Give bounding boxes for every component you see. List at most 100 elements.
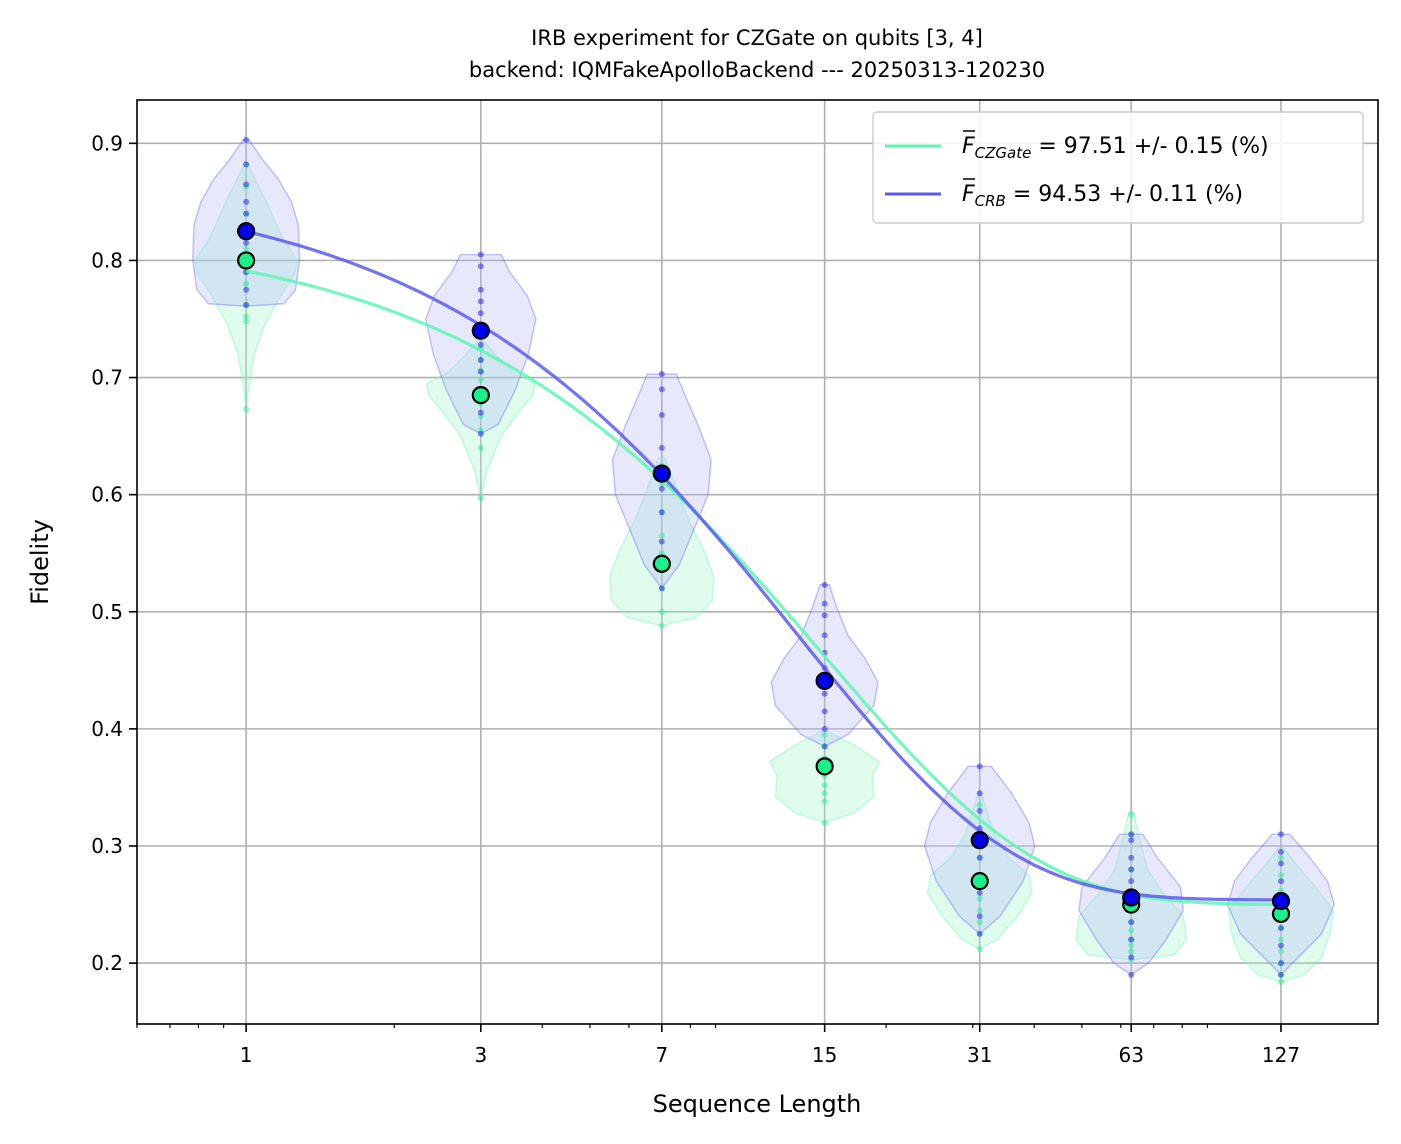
sample-point-crb <box>658 412 665 419</box>
x-tick-label: 1 <box>240 1043 253 1067</box>
sample-point-crb <box>1277 924 1284 931</box>
x-tick-label: 63 <box>1118 1043 1143 1067</box>
sample-point-crb <box>1128 854 1135 861</box>
sample-point-crb <box>821 581 828 588</box>
sample-point-crb <box>1128 831 1135 838</box>
sample-point-crb <box>658 538 665 545</box>
sample-point-crb <box>821 612 828 619</box>
y-tick-label: 0.4 <box>91 717 123 741</box>
sample-point-crb <box>976 913 983 920</box>
sample-point-czgate <box>1277 936 1284 943</box>
mean-markers <box>237 222 1291 924</box>
sample-point-crb <box>477 430 484 437</box>
sample-point-czgate <box>658 622 665 629</box>
sample-point-crb <box>1277 942 1284 949</box>
mean-marker-czgate <box>815 757 834 776</box>
mean-marker-crb <box>237 222 256 241</box>
sample-point-crb <box>821 690 828 697</box>
sample-point-czgate <box>821 782 828 789</box>
legend-value-crb: = 94.53 +/- 0.11 (%) <box>1006 182 1243 207</box>
sample-point-czgate <box>1128 811 1135 818</box>
sample-point-czgate <box>821 798 828 805</box>
sample-point-crb <box>1128 878 1135 885</box>
sample-point-crb <box>477 298 484 305</box>
sample-point-crb <box>477 409 484 416</box>
sample-point-czgate <box>243 245 250 252</box>
sample-point-crb <box>1277 831 1284 838</box>
sample-point-czgate <box>821 790 828 797</box>
chart-subtitle: backend: IQMFakeApolloBackend --- 202503… <box>469 58 1045 82</box>
x-axis-label: Sequence Length <box>653 1090 862 1118</box>
sample-point-czgate <box>658 532 665 539</box>
sample-point-czgate <box>976 907 983 914</box>
sample-point-crb <box>243 239 250 246</box>
sample-point-crb <box>243 286 250 293</box>
sample-point-crb <box>976 807 983 814</box>
mean-marker-crb <box>471 321 490 340</box>
mean-marker-czgate <box>970 872 989 891</box>
sample-point-crb <box>821 725 828 732</box>
sample-point-czgate <box>477 444 484 451</box>
sample-point-crb <box>477 356 484 363</box>
sample-point-czgate <box>243 313 250 320</box>
y-tick-label: 0.3 <box>91 834 123 858</box>
legend-entry-czgate: FCZGate = 97.51 +/- 0.15 (%) <box>962 134 1269 162</box>
sample-point-crb <box>658 509 665 516</box>
mean-marker-czgate <box>237 251 256 270</box>
mean-marker-crb <box>1122 888 1141 907</box>
x-tick-label: 7 <box>655 1043 668 1067</box>
sample-point-czgate <box>976 919 983 926</box>
sample-point-czgate <box>1277 978 1284 985</box>
y-tick-label: 0.5 <box>91 600 123 624</box>
sample-point-crb <box>976 930 983 937</box>
legend: FCZGate = 97.51 +/- 0.15 (%) FCRB = 94.5… <box>872 111 1364 224</box>
sample-point-crb <box>477 263 484 270</box>
sample-point-crb <box>243 161 250 168</box>
sample-point-crb <box>658 444 665 451</box>
sample-point-crb <box>1128 837 1135 844</box>
legend-box <box>872 111 1364 224</box>
mean-marker-crb <box>1271 891 1291 911</box>
mean-marker-czgate <box>652 554 671 573</box>
x-tick-label: 31 <box>967 1043 992 1067</box>
sample-point-czgate <box>1277 854 1284 861</box>
legend-subscript-crb: CRB <box>975 192 1006 210</box>
sample-point-czgate <box>1277 872 1284 879</box>
sample-point-czgate <box>976 946 983 953</box>
sample-point-crb <box>1128 866 1135 873</box>
sample-point-czgate <box>1128 948 1135 955</box>
legend-value-czgate: = 97.51 +/- 0.15 (%) <box>1031 134 1268 159</box>
y-tick-label: 0.9 <box>91 131 123 155</box>
grid-lines <box>137 100 1378 1024</box>
sample-point-czgate <box>658 550 665 557</box>
y-axis: 0.2 0.3 0.4 0.5 0.6 0.7 0.8 0.9 <box>91 131 137 975</box>
sample-point-crb <box>976 790 983 797</box>
sample-point-czgate <box>477 495 484 502</box>
sample-point-crb <box>477 251 484 258</box>
sample-point-crb <box>1277 960 1284 967</box>
legend-subscript-czgate: CZGate <box>975 144 1032 162</box>
mean-marker-crb <box>970 831 989 850</box>
sample-point-crb <box>1128 971 1135 978</box>
x-tick-label: 127 <box>1262 1043 1300 1067</box>
sample-point-crb <box>1128 936 1135 943</box>
y-axis-label: Fidelity <box>26 519 54 605</box>
sample-point-czgate <box>243 406 250 413</box>
sample-point-crb <box>477 341 484 348</box>
sample-point-crb <box>821 600 828 607</box>
legend-symbol-crb: F <box>962 182 975 207</box>
sample-point-czgate <box>1277 887 1284 894</box>
plot-frame <box>136 99 1379 1025</box>
sample-point-crb <box>1277 971 1284 978</box>
sample-point-crb <box>477 286 484 293</box>
legend-entry-crb: FCRB = 94.53 +/- 0.11 (%) <box>962 182 1243 210</box>
sample-point-crb <box>1128 919 1135 926</box>
sample-point-crb <box>243 301 250 308</box>
sample-point-crb <box>1277 860 1284 867</box>
chart-title: IRB experiment for CZGate on qubits [3, … <box>531 26 983 50</box>
sample-point-crb <box>243 181 250 188</box>
x-tick-label: 3 <box>474 1043 487 1067</box>
x-tick-label: 15 <box>812 1043 837 1067</box>
y-tick-label: 0.7 <box>91 366 123 390</box>
